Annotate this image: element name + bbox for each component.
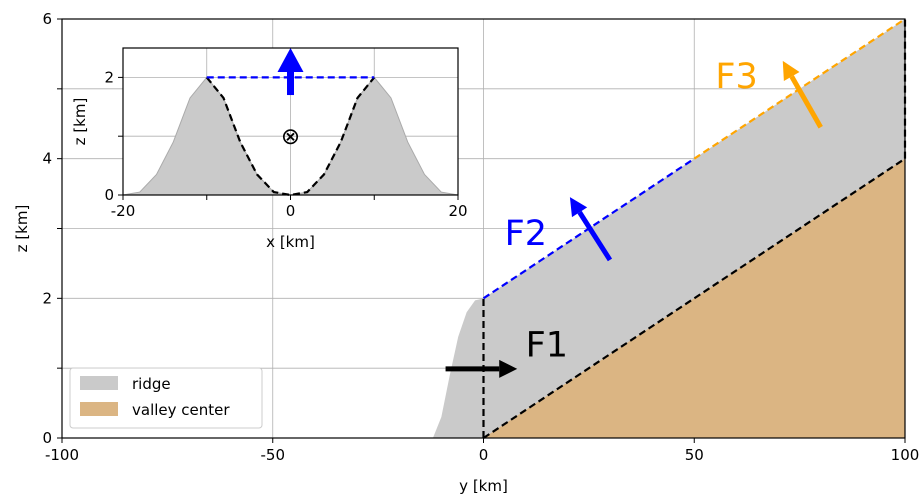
valley-center-region [483, 158, 905, 438]
legend-swatch [80, 376, 118, 390]
inset-y-axis-label: z [km] [71, 98, 89, 146]
inset-x-ticks: -20 0 20 [111, 195, 468, 220]
legend-swatch [80, 402, 118, 416]
inset-x-tick-label: 0 [286, 202, 296, 220]
flux-arrow-head [569, 197, 588, 218]
y-tick-label: 6 [42, 10, 52, 28]
flux-arrow-head [499, 359, 518, 378]
inset-y-tick-label: 0 [104, 186, 114, 204]
y-tick-label: 0 [42, 429, 52, 447]
main-x-ticks: -100 -50 0 50 100 [45, 438, 919, 464]
flux-label-f1: F1 [526, 326, 568, 366]
x-tick-label: -100 [45, 446, 79, 464]
inset-x-tick-label: 20 [448, 202, 467, 220]
flux-label-f2: F2 [505, 214, 547, 254]
into-page-marker: ⊗ [281, 124, 300, 150]
legend-label: ridge [132, 375, 171, 393]
y-axis-label: z [km] [13, 205, 31, 253]
flux-arrow-shaft [789, 75, 823, 129]
y-tick-label: 4 [42, 150, 52, 168]
boundary-line [482, 157, 906, 439]
x-axis-label: y [km] [459, 477, 508, 495]
inset-arrow-head [277, 48, 304, 72]
flux-arrow-shaft [577, 210, 613, 262]
inset-y-ticks: 02 [104, 68, 123, 204]
legend: ridge valley center [69, 367, 263, 429]
x-tick-label: 0 [479, 446, 489, 464]
main-y-ticks: 0 2 4 6 [42, 10, 62, 447]
y-tick-label: 2 [42, 289, 52, 307]
x-tick-label: 50 [685, 446, 704, 464]
x-tick-label: -50 [261, 446, 286, 464]
inset-x-tick-label: -20 [111, 202, 136, 220]
x-tick-label: 100 [891, 446, 920, 464]
flux-label-f3: F3 [715, 57, 757, 97]
inset-valley-boundary [205, 76, 376, 197]
flux-arrow-head [782, 60, 800, 81]
legend-label: valley center [132, 401, 230, 419]
inset-y-tick-label: 2 [104, 68, 114, 86]
inset-x-axis-label: x [km] [266, 233, 315, 251]
